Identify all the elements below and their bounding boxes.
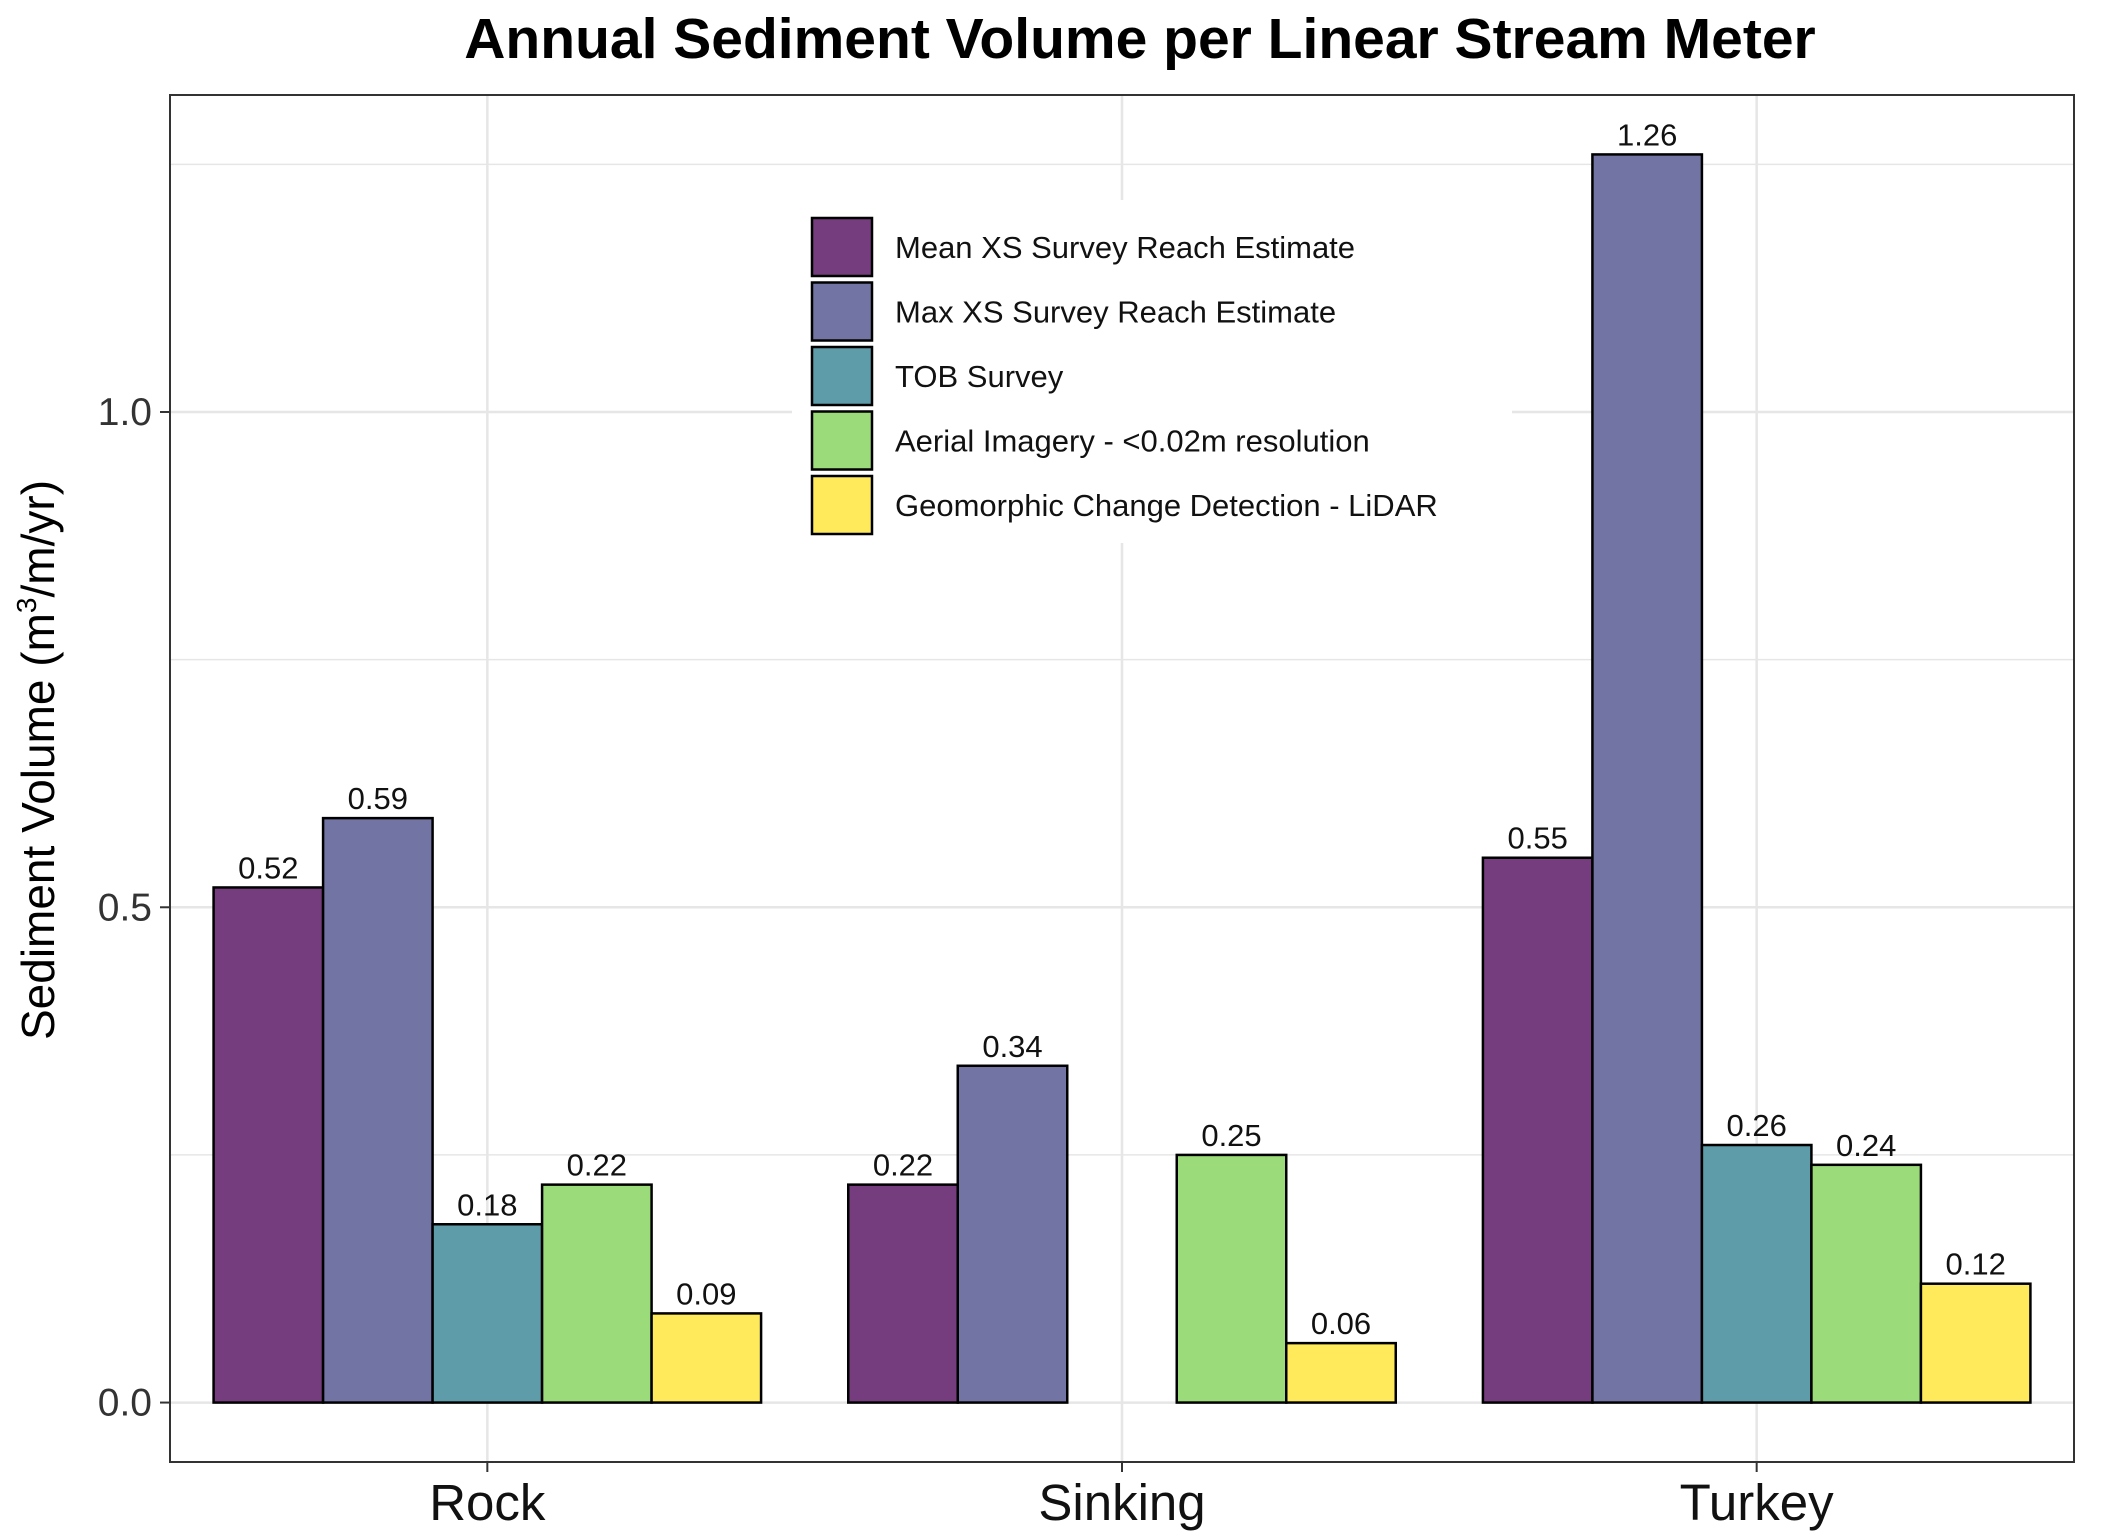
legend-label: Max XS Survey Reach Estimate bbox=[895, 295, 1336, 330]
legend-key bbox=[810, 345, 874, 407]
legend-label: Geomorphic Change Detection - LiDAR bbox=[895, 488, 1438, 523]
data-labels: 0.52 0.22 0.55 0.59 0.34 1.26 0.18 0.26 0.22 0.25… bbox=[238, 117, 2006, 1341]
data-label: 0.12 bbox=[1945, 1247, 2005, 1282]
bar bbox=[1175, 1153, 1288, 1404]
data-label: 0.22 bbox=[567, 1148, 627, 1183]
legend-label: Mean XS Survey Reach Estimate bbox=[895, 230, 1355, 265]
bar bbox=[1481, 856, 1594, 1404]
y-tick-label: 1.0 bbox=[98, 391, 152, 434]
y-tick-label: 0.0 bbox=[98, 1382, 152, 1425]
axes: 0.0 0.5 1.0 Rock Sinking Turkey bbox=[98, 391, 1834, 1531]
data-label: 0.24 bbox=[1836, 1128, 1896, 1163]
bar bbox=[431, 1223, 544, 1404]
bar bbox=[847, 1183, 959, 1404]
data-label: 0.06 bbox=[1311, 1306, 1371, 1341]
bar bbox=[540, 1183, 653, 1404]
bar bbox=[212, 886, 325, 1404]
data-label: 0.34 bbox=[982, 1029, 1042, 1064]
bar bbox=[956, 1064, 1069, 1404]
data-label: 0.55 bbox=[1507, 821, 1567, 856]
bar bbox=[1285, 1341, 1397, 1404]
legend-key bbox=[810, 216, 874, 278]
y-tick-label: 0.5 bbox=[98, 886, 152, 929]
legend-key bbox=[810, 474, 874, 536]
chart-title: Annual Sediment Volume per Linear Stream… bbox=[464, 7, 1815, 71]
data-label: 0.59 bbox=[348, 781, 408, 816]
bar bbox=[1591, 153, 1704, 1404]
bars bbox=[212, 153, 2032, 1404]
legend-key bbox=[810, 281, 874, 342]
bar bbox=[321, 816, 434, 1404]
data-label: 0.52 bbox=[238, 850, 298, 885]
legend-key bbox=[810, 410, 874, 471]
x-category-label: Sinking bbox=[1038, 1474, 1205, 1531]
bar bbox=[650, 1312, 763, 1404]
legend: Mean XS Survey Reach Estimate Max XS Surv… bbox=[792, 200, 1512, 543]
bar bbox=[1700, 1143, 1813, 1404]
data-label: 0.18 bbox=[457, 1187, 517, 1222]
x-category-label: Turkey bbox=[1680, 1474, 1834, 1531]
data-label: 0.22 bbox=[873, 1148, 933, 1183]
data-label: 0.26 bbox=[1726, 1108, 1786, 1143]
y-axis-label: Sediment Volume (m3/m/yr) bbox=[11, 480, 64, 1040]
bar bbox=[1810, 1163, 1923, 1404]
x-category-label: Rock bbox=[429, 1474, 546, 1531]
data-label: 0.25 bbox=[1201, 1118, 1261, 1153]
data-label: 1.26 bbox=[1617, 117, 1677, 152]
y-axis-label-main: Sediment Volume (m bbox=[12, 613, 64, 1040]
legend-label: TOB Survey bbox=[895, 359, 1064, 394]
legend-label: Aerial Imagery - <0.02m resolution bbox=[895, 424, 1370, 459]
y-axis-label-superscript: 3 bbox=[11, 597, 42, 613]
data-label: 0.09 bbox=[676, 1276, 736, 1311]
bar bbox=[1919, 1282, 2032, 1404]
y-axis-label-units: /m/yr) bbox=[12, 480, 64, 598]
legend-background bbox=[792, 200, 1512, 543]
